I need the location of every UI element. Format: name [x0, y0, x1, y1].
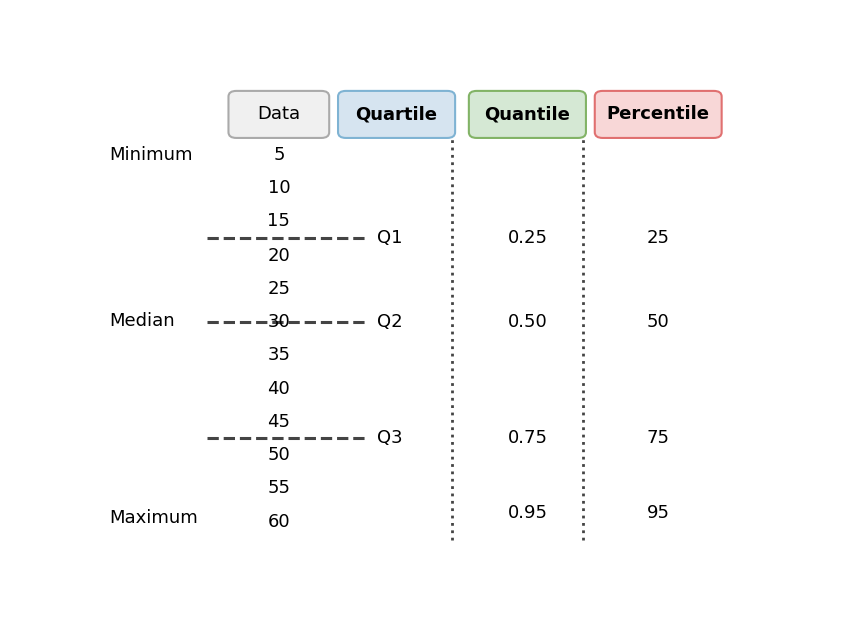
Text: 0.50: 0.50 — [507, 313, 547, 331]
Text: Median: Median — [109, 312, 175, 330]
FancyBboxPatch shape — [595, 91, 722, 138]
Text: 75: 75 — [647, 429, 670, 447]
Text: Quartile: Quartile — [355, 106, 437, 123]
Text: 40: 40 — [268, 379, 290, 397]
Text: Q2: Q2 — [377, 313, 403, 331]
Text: Minimum: Minimum — [109, 146, 192, 164]
Text: Data: Data — [257, 106, 300, 123]
Text: 45: 45 — [268, 413, 290, 431]
Text: 60: 60 — [268, 513, 290, 531]
Text: Q3: Q3 — [377, 429, 403, 447]
Text: 0.95: 0.95 — [507, 505, 548, 523]
Text: 5: 5 — [273, 146, 284, 164]
Text: 95: 95 — [647, 505, 670, 523]
Text: 15: 15 — [268, 212, 290, 230]
Text: Percentile: Percentile — [607, 106, 710, 123]
Text: 10: 10 — [268, 179, 290, 197]
Text: 35: 35 — [268, 346, 290, 364]
Text: 0.75: 0.75 — [507, 429, 548, 447]
Text: Q1: Q1 — [377, 230, 403, 247]
Text: 50: 50 — [647, 313, 669, 331]
Text: 0.25: 0.25 — [507, 230, 548, 247]
Text: 25: 25 — [647, 230, 670, 247]
Text: 55: 55 — [268, 479, 290, 497]
Text: 20: 20 — [268, 247, 290, 265]
FancyBboxPatch shape — [469, 91, 586, 138]
Text: 30: 30 — [268, 313, 290, 331]
FancyBboxPatch shape — [229, 91, 329, 138]
Text: 50: 50 — [268, 446, 290, 464]
Text: 25: 25 — [268, 280, 290, 298]
Text: Quantile: Quantile — [484, 106, 571, 123]
Text: Maximum: Maximum — [109, 509, 197, 528]
FancyBboxPatch shape — [338, 91, 455, 138]
